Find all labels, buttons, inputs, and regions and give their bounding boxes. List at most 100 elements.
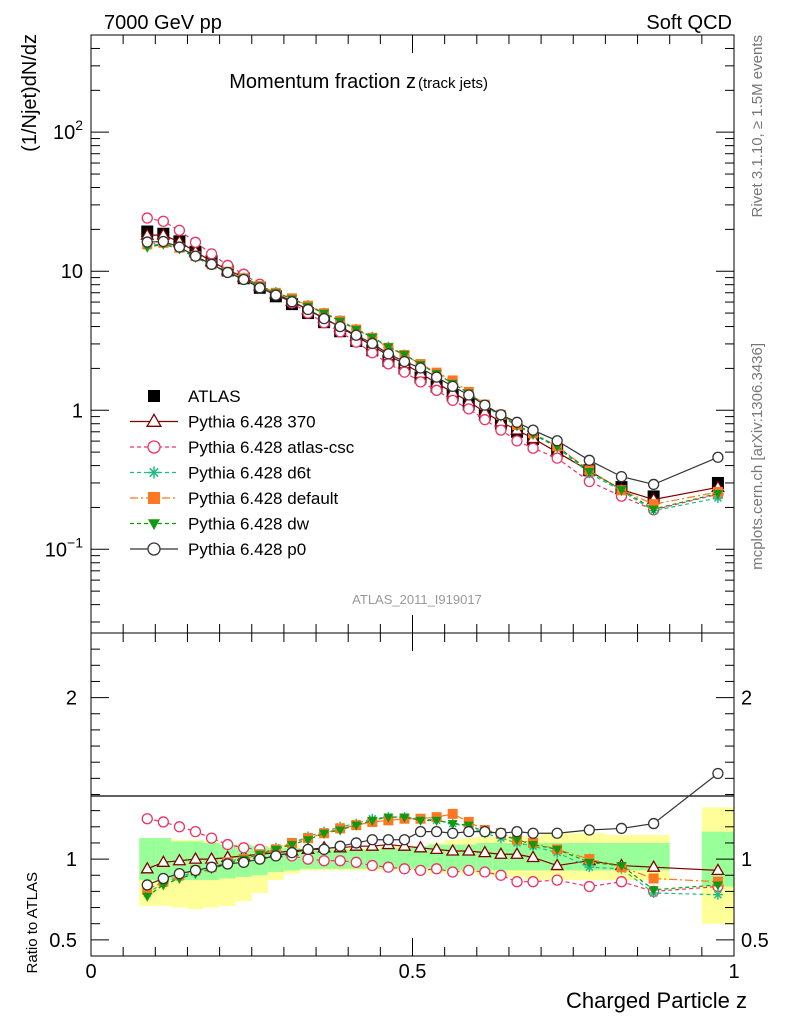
ratio-point-pythia-6-428-p0 xyxy=(238,856,250,868)
ratio-point-pythia-6-428-370 xyxy=(140,861,155,874)
watermark: ATLAS_2011_I919017 xyxy=(352,592,482,607)
main-point-pythia-6-428-p0 xyxy=(414,362,427,374)
legend-label-atlas: ATLAS xyxy=(188,387,241,406)
ratio-point-pythia-6-428-p0 xyxy=(712,767,724,780)
ratio-point-pythia-6-428-p0 xyxy=(398,834,411,846)
legend-label-pythia-6-428-370: Pythia 6.428 370 xyxy=(188,413,316,432)
legend: ATLAS Pythia 6.428 370 Pythia 6.428 atlas-… xyxy=(130,387,355,559)
main-point-pythia-6-428-p0 xyxy=(221,266,234,279)
main-point-pythia-6-428-p0 xyxy=(615,470,628,483)
main-point-pythia-6-428-p0 xyxy=(479,399,491,411)
main-point-pythia-6-428-atlas-csc xyxy=(495,424,507,436)
ratio-point-pythia-6-428-p0 xyxy=(254,853,266,865)
ratio-point-pythia-6-428-atlas-csc xyxy=(189,825,202,838)
legend-marker-pythia-6-428-p0 xyxy=(147,542,161,556)
ratio-point-pythia-6-428-p0 xyxy=(414,825,427,838)
title-main: Momentum fraction z xyxy=(229,71,416,93)
ratio-point-pythia-6-428-p0 xyxy=(382,834,395,846)
main-point-pythia-6-428-p0 xyxy=(189,250,202,262)
main-point-pythia-6-428-p0 xyxy=(382,348,395,360)
legend-marker-pythia-6-428-370 xyxy=(145,412,163,427)
ratio-point-pythia-6-428-p0 xyxy=(141,879,153,891)
inner-band xyxy=(139,838,156,881)
legend-label-pythia-6-428-atlas-csc: Pythia 6.428 atlas-csc xyxy=(188,438,355,457)
ratio-point-pythia-6-428-dw xyxy=(511,836,522,846)
ratio-point-pythia-6-428-370 xyxy=(510,846,524,859)
main-point-pythia-6-428-p0 xyxy=(270,289,282,301)
ratio-point-pythia-6-428-370 xyxy=(711,863,725,876)
main-point-pythia-6-428-atlas-csc xyxy=(463,403,475,415)
ratio-point-pythia-6-428-p0 xyxy=(157,872,169,885)
main-point-pythia-6-428-p0 xyxy=(398,355,411,368)
legend-marker-pythia-6-428-d6t xyxy=(148,466,160,479)
ratio-point-pythia-6-428-atlas-csc xyxy=(511,876,523,888)
ratio-point-pythia-6-428-dw xyxy=(142,892,153,902)
ratio-y-tick-label-right: 1 xyxy=(741,849,752,871)
main-point-pythia-6-428-atlas-csc xyxy=(511,435,523,447)
ratio-point-pythia-6-428-p0 xyxy=(350,837,362,849)
ratio-point-pythia-6-428-dw xyxy=(648,886,659,896)
main-point-pythia-6-428-atlas-csc xyxy=(398,366,411,378)
ratio-y-tick-label: 0.5 xyxy=(49,930,77,952)
ratio-point-pythia-6-428-dw xyxy=(584,858,595,868)
main-point-pythia-6-428-atlas-csc xyxy=(382,358,395,370)
ratio-point-pythia-6-428-370 xyxy=(188,851,203,864)
main-point-pythia-6-428-dw xyxy=(712,489,723,499)
main-point-pythia-6-428-p0 xyxy=(173,241,186,253)
main-point-pythia-6-428-dw xyxy=(399,350,410,360)
ratio-y-tick-label: 2 xyxy=(66,688,77,710)
x-tick-label: 0 xyxy=(85,961,96,983)
main-point-pythia-6-428-atlas-csc xyxy=(141,212,153,224)
ratio-point-pythia-6-428-p0 xyxy=(447,827,459,839)
ratio-y-axis-label: Ratio to ATLAS xyxy=(24,872,41,973)
main-point-pythia-6-428-atlas-csc xyxy=(447,394,459,407)
ratio-point-pythia-6-428-370 xyxy=(494,846,508,859)
ratio-point-pythia-6-428-p0 xyxy=(551,827,563,839)
main-point-pythia-6-428-p0 xyxy=(430,371,443,383)
ratio-point-pythia-6-428-atlas-csc xyxy=(221,838,234,851)
ratio-point-pythia-6-428-atlas-csc xyxy=(414,864,427,877)
ratio-point-pythia-6-428-dw xyxy=(383,813,394,823)
main-y-tick-label: 10 xyxy=(61,261,83,283)
main-point-pythia-6-428-p0 xyxy=(238,273,250,286)
main-point-pythia-6-428-atlas-csc xyxy=(551,452,563,464)
main-point-pythia-6-428-atlas-csc xyxy=(173,224,186,236)
legend-marker-atlas xyxy=(148,390,160,402)
ratio-point-pythia-6-428-atlas-csc xyxy=(398,863,411,875)
main-point-pythia-6-428-atlas-csc xyxy=(414,376,427,388)
header-right: Soft QCD xyxy=(646,12,732,34)
ratio-point-pythia-6-428-p0 xyxy=(173,867,186,880)
ratio-point-pythia-6-428-atlas-csc xyxy=(141,813,153,825)
ratio-point-pythia-6-428-370 xyxy=(461,843,476,856)
legend-marker-pythia-6-428-atlas-csc xyxy=(147,440,161,454)
mcplots-label: mcplots.cern.ch [arXiv:1306.3436] xyxy=(749,343,766,570)
y-axis-label: (1/Njet)dN/dz xyxy=(19,34,41,152)
ratio-point-pythia-6-428-p0 xyxy=(318,843,330,856)
main-point-pythia-6-428-p0 xyxy=(463,389,475,401)
main-point-pythia-6-428-p0 xyxy=(334,320,346,333)
ratio-point-pythia-6-428-atlas-csc xyxy=(366,859,378,872)
ratio-point-pythia-6-428-370 xyxy=(646,859,661,872)
ratio-point-pythia-6-428-p0 xyxy=(205,861,218,873)
ratio-point-pythia-6-428-p0 xyxy=(286,846,298,859)
ratio-point-pythia-6-428-dw xyxy=(367,816,378,826)
x-tick-label: 1 xyxy=(728,961,739,983)
ratio-point-pythia-6-428-370 xyxy=(172,853,187,866)
ratio-point-pythia-6-428-atlas-csc xyxy=(551,874,563,886)
ratio-point-pythia-6-428-atlas-csc xyxy=(173,821,186,833)
main-point-pythia-6-428-p0 xyxy=(286,296,298,308)
ratio-line-pythia-6-428-atlas-csc xyxy=(147,818,718,893)
main-point-pythia-6-428-p0 xyxy=(447,380,459,393)
ratio-point-pythia-6-428-atlas-csc xyxy=(430,863,443,875)
main-point-pythia-6-428-dw xyxy=(648,505,659,515)
ratio-point-pythia-6-428-370 xyxy=(429,842,444,855)
ratio-point-pythia-6-428-atlas-csc xyxy=(447,866,459,878)
ratio-point-pythia-6-428-p0 xyxy=(527,827,539,839)
main-point-pythia-6-428-p0 xyxy=(302,303,314,316)
ratio-point-pythia-6-428-dw xyxy=(399,813,410,823)
main-point-pythia-6-428-dw xyxy=(383,343,394,353)
ratio-point-pythia-6-428-atlas-csc xyxy=(334,855,346,867)
ratio-point-pythia-6-428-default xyxy=(447,808,458,819)
legend-marker-pythia-6-428-default xyxy=(148,492,160,504)
